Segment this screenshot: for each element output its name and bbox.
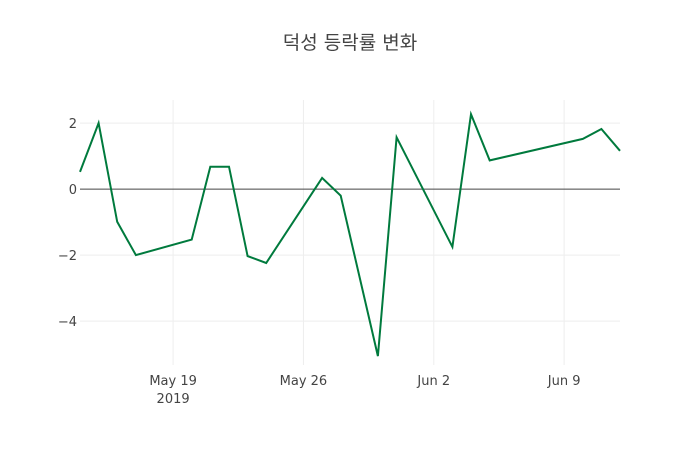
y-tick-label: 0 <box>69 183 77 198</box>
x-tick-label: Jun 9 <box>547 374 581 389</box>
axes: May 19 2019 May 26 Jun 2 Jun 9 2 0 −2 −4 <box>58 117 581 407</box>
series-line <box>80 114 620 356</box>
series-lines <box>80 114 620 356</box>
x-tick-label: May 26 <box>280 374 328 389</box>
y-tick-label: −2 <box>58 249 77 264</box>
y-tick-label: 2 <box>69 117 77 132</box>
y-tick-label: −4 <box>58 315 77 330</box>
x-tick-sublabel: 2019 <box>157 392 190 407</box>
x-tick-label: May 19 <box>149 374 197 389</box>
chart-title: 덕성 등락률 변화 <box>283 32 417 54</box>
x-tick-label: Jun 2 <box>416 374 450 389</box>
